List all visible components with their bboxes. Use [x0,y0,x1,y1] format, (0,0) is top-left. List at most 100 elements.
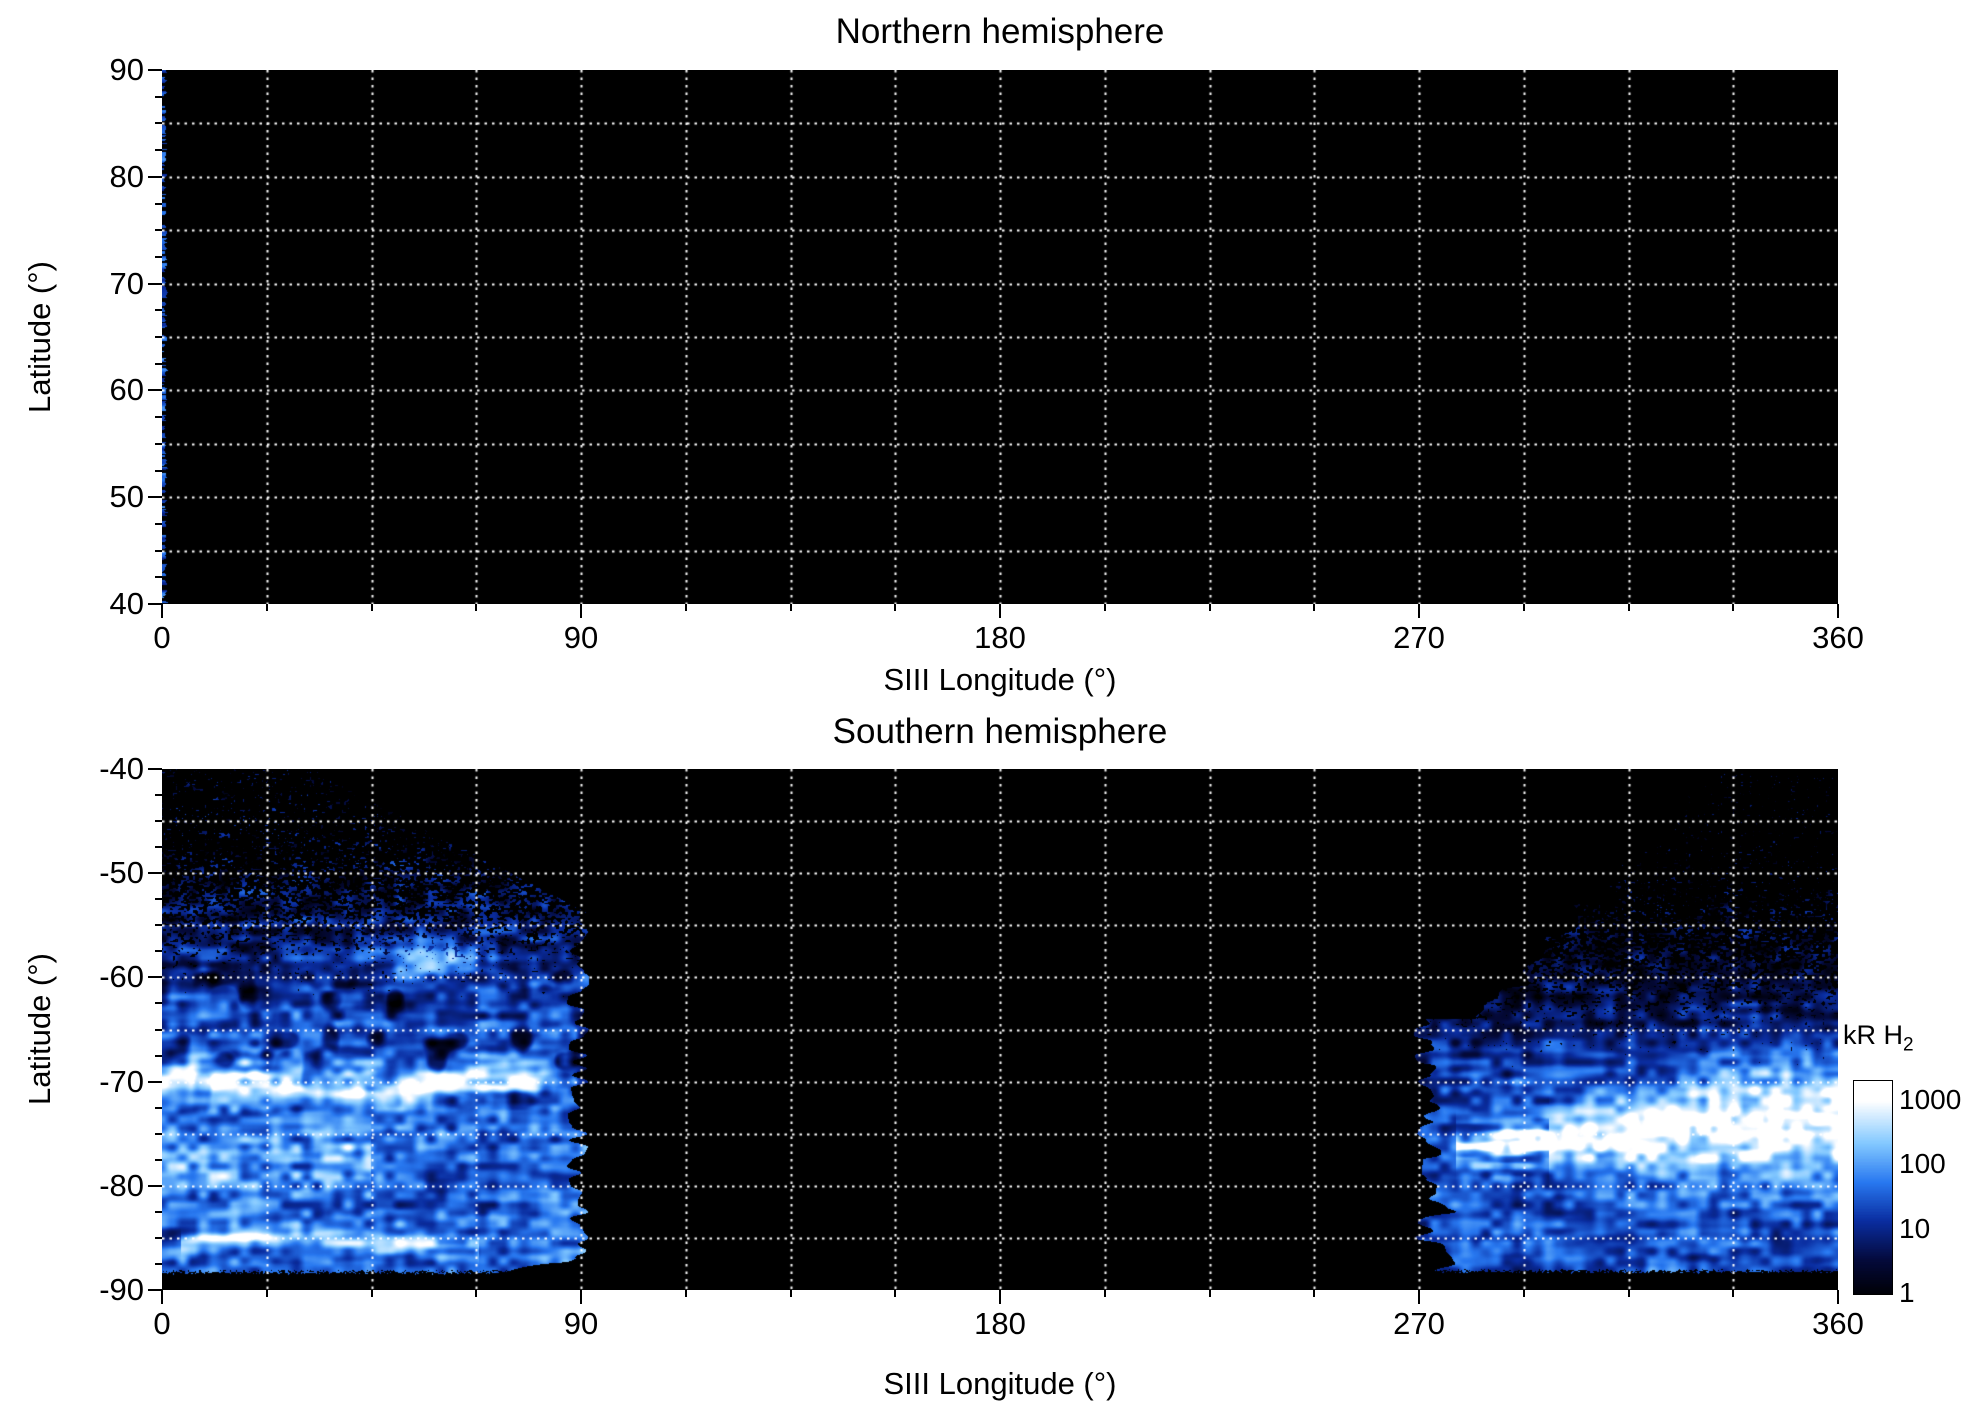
y-tick-mark [155,229,162,232]
x-tick-mark [789,1290,792,1297]
y-tick-mark [148,1080,162,1083]
y-tick-mark [155,95,162,98]
x-tick-mark [1418,604,1420,618]
y-tick-mark [148,1289,162,1291]
y-tick-mark [148,282,162,285]
x-tick-mark [580,604,582,618]
y-tick-label: -80 [99,1167,144,1203]
y-tick-mark [155,1028,162,1031]
y-tick-mark [148,389,162,392]
x-tick-label: 360 [1812,620,1864,655]
y-tick-label: -70 [99,1063,144,1099]
southern-y-axis-label: Latitude (°) [22,953,57,1106]
x-tick-mark [1313,1290,1316,1297]
x-tick-label: 270 [1393,620,1445,655]
northern-y-axis-label: Latitude (°) [22,261,57,413]
x-tick-mark [1418,1290,1420,1304]
y-tick-label: 70 [109,265,144,301]
y-tick-mark [155,442,162,445]
x-tick-mark [265,1290,268,1297]
y-tick-label: -40 [99,751,144,786]
x-tick-label: 0 [153,620,171,655]
x-tick-mark [894,604,897,611]
x-tick-mark [161,1290,163,1304]
x-tick-mark [1732,604,1735,611]
x-tick-mark [1522,604,1525,611]
y-tick-mark [155,576,162,579]
y-tick-mark [155,820,162,823]
colorbar-canvas [1853,1080,1893,1295]
southern-x-axis-label: SIII Longitude (°) [883,1366,1117,1401]
y-tick-mark [148,976,162,979]
x-tick-mark [370,1290,373,1297]
x-tick-mark [475,1290,478,1297]
y-tick-mark [155,846,162,849]
x-tick-mark [1627,604,1630,611]
x-tick-label: 0 [153,1306,171,1341]
x-tick-mark [684,604,687,611]
x-tick-mark [1208,604,1211,611]
northern-x-axis-label: SIII Longitude (°) [883,662,1117,697]
colorbar-tick-label: 10 [1899,1212,1931,1244]
y-tick-label: 40 [109,586,144,621]
y-tick-mark [155,1262,162,1265]
y-tick-mark [155,549,162,552]
colorbar-title: kR H2 [1843,1020,1914,1056]
y-tick-label: -50 [99,855,144,891]
y-tick-mark [155,469,162,472]
y-tick-mark [155,255,162,258]
x-tick-mark [580,1290,582,1304]
x-tick-mark [370,604,373,611]
y-tick-mark [155,202,162,205]
x-tick-mark [161,604,163,618]
x-tick-mark [1627,1290,1630,1297]
y-tick-mark [148,496,162,499]
x-tick-label: 180 [974,620,1026,655]
y-tick-mark [155,1158,162,1161]
y-tick-label: 60 [109,372,144,408]
x-tick-mark [1103,1290,1106,1297]
y-tick-mark [155,336,162,338]
y-tick-mark [148,603,162,605]
y-tick-mark [148,175,162,178]
x-tick-mark [475,604,478,611]
colorbar-tick-label: 100 [1899,1148,1946,1180]
y-tick-label: -90 [99,1272,144,1307]
x-tick-mark [1522,1290,1525,1297]
colorbar-tick-label: 1000 [1899,1084,1962,1115]
x-tick-mark [265,604,268,611]
y-tick-mark [155,416,162,419]
y-tick-mark [155,794,162,797]
colorbar-tick-label: 1 [1899,1277,1915,1308]
x-tick-label: 360 [1812,1306,1864,1341]
y-tick-mark [155,1054,162,1057]
y-tick-mark [155,122,162,125]
x-tick-mark [999,1290,1001,1304]
x-tick-mark [1313,604,1316,611]
y-tick-mark [155,924,162,927]
y-tick-mark [155,1236,162,1239]
x-tick-mark [1103,604,1106,611]
y-tick-mark [155,950,162,953]
x-tick-label: 90 [563,620,599,655]
colorbar-title-text: kR H [1843,1020,1903,1050]
northern-hemisphere-title: Northern hemisphere [835,12,1165,51]
y-tick-mark [148,69,162,71]
y-tick-mark [155,1132,162,1135]
x-tick-mark [1208,1290,1211,1297]
x-tick-mark [894,1290,897,1297]
y-tick-mark [155,1106,162,1109]
colorbar-title-subscript: 2 [1903,1034,1914,1056]
y-tick-mark [155,362,162,365]
y-tick-mark [148,768,162,770]
y-tick-mark [155,1002,162,1005]
y-tick-mark [148,872,162,875]
y-tick-label: 50 [109,479,144,515]
x-tick-mark [684,1290,687,1297]
x-tick-mark [999,604,1001,618]
y-tick-mark [155,149,162,152]
y-tick-label: 80 [109,158,144,194]
y-tick-mark [148,1184,162,1187]
y-tick-label: 90 [109,52,144,87]
